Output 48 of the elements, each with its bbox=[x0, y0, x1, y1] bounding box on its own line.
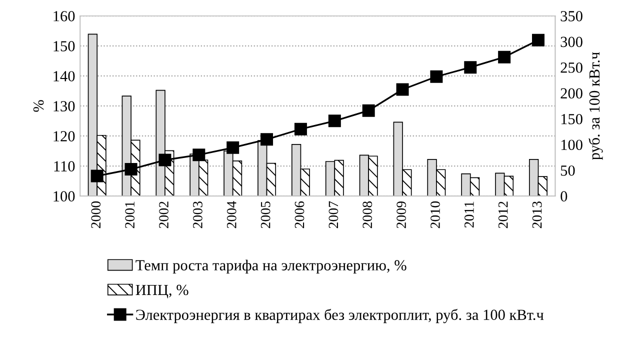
x-tick-label: 2000 bbox=[91, 201, 101, 228]
x-tick-label: 2009 bbox=[396, 201, 406, 228]
point bbox=[328, 114, 341, 128]
y-tick-label: 130 bbox=[54, 101, 75, 112]
y-tick-label: 100 bbox=[54, 191, 75, 202]
y-axis-title: % bbox=[33, 100, 44, 112]
y2-tick-label: 200 bbox=[560, 88, 582, 99]
x-tick-label: 2011 bbox=[464, 202, 474, 228]
y-tick-label: 120 bbox=[54, 131, 75, 142]
y2-tick-label: 50 bbox=[560, 165, 575, 176]
point bbox=[226, 141, 240, 154]
x-tick-label: 2006 bbox=[294, 201, 304, 228]
point bbox=[362, 104, 375, 117]
point bbox=[464, 61, 477, 74]
y-tick-label: 150 bbox=[54, 41, 75, 52]
x-tick-label: 2013 bbox=[532, 201, 542, 228]
point bbox=[294, 122, 307, 136]
x-tick-label: 2012 bbox=[498, 202, 508, 228]
y2-tick-label: 150 bbox=[561, 114, 582, 124]
point bbox=[532, 34, 545, 46]
x-tick-label: 2008 bbox=[362, 201, 372, 228]
legend-label: Электроэнергия в квартирах без электроплит, руб. за 100 кВт.ч bbox=[136, 308, 544, 324]
x-tick-label: 2003 bbox=[193, 201, 202, 228]
y-tick-label: 140 bbox=[54, 71, 75, 82]
point bbox=[124, 163, 138, 176]
point bbox=[158, 154, 172, 166]
y-tick-label: 160 bbox=[54, 11, 75, 22]
legend-label: ИПЦ, % bbox=[136, 284, 188, 298]
point bbox=[396, 83, 409, 96]
point bbox=[430, 70, 443, 83]
y2-tick-label: 300 bbox=[560, 36, 582, 48]
x-tick-label: 2001 bbox=[125, 202, 135, 228]
x-tick-label: 2010 bbox=[430, 201, 440, 228]
x-tick-label: 2002 bbox=[159, 202, 168, 228]
y2-tick-label: 250 bbox=[560, 62, 582, 73]
x-tick-label: 2007 bbox=[328, 201, 338, 228]
y-tick-label: 110 bbox=[54, 161, 75, 172]
point bbox=[192, 148, 206, 162]
y2-axis-title: руб. за 100 кВт.ч bbox=[588, 52, 603, 160]
y2-tick-label: 350 bbox=[560, 11, 582, 22]
y2-tick-label: 100 bbox=[561, 140, 582, 150]
x-tick-label: 2004 bbox=[226, 201, 236, 228]
x-tick-label: 2005 bbox=[260, 201, 270, 228]
point bbox=[260, 133, 274, 146]
point bbox=[498, 50, 511, 64]
y2-tick-label: 0 bbox=[560, 191, 568, 202]
point bbox=[90, 170, 104, 182]
legend-label: Темп роста тарифа на электроэнергию, % bbox=[136, 260, 406, 274]
